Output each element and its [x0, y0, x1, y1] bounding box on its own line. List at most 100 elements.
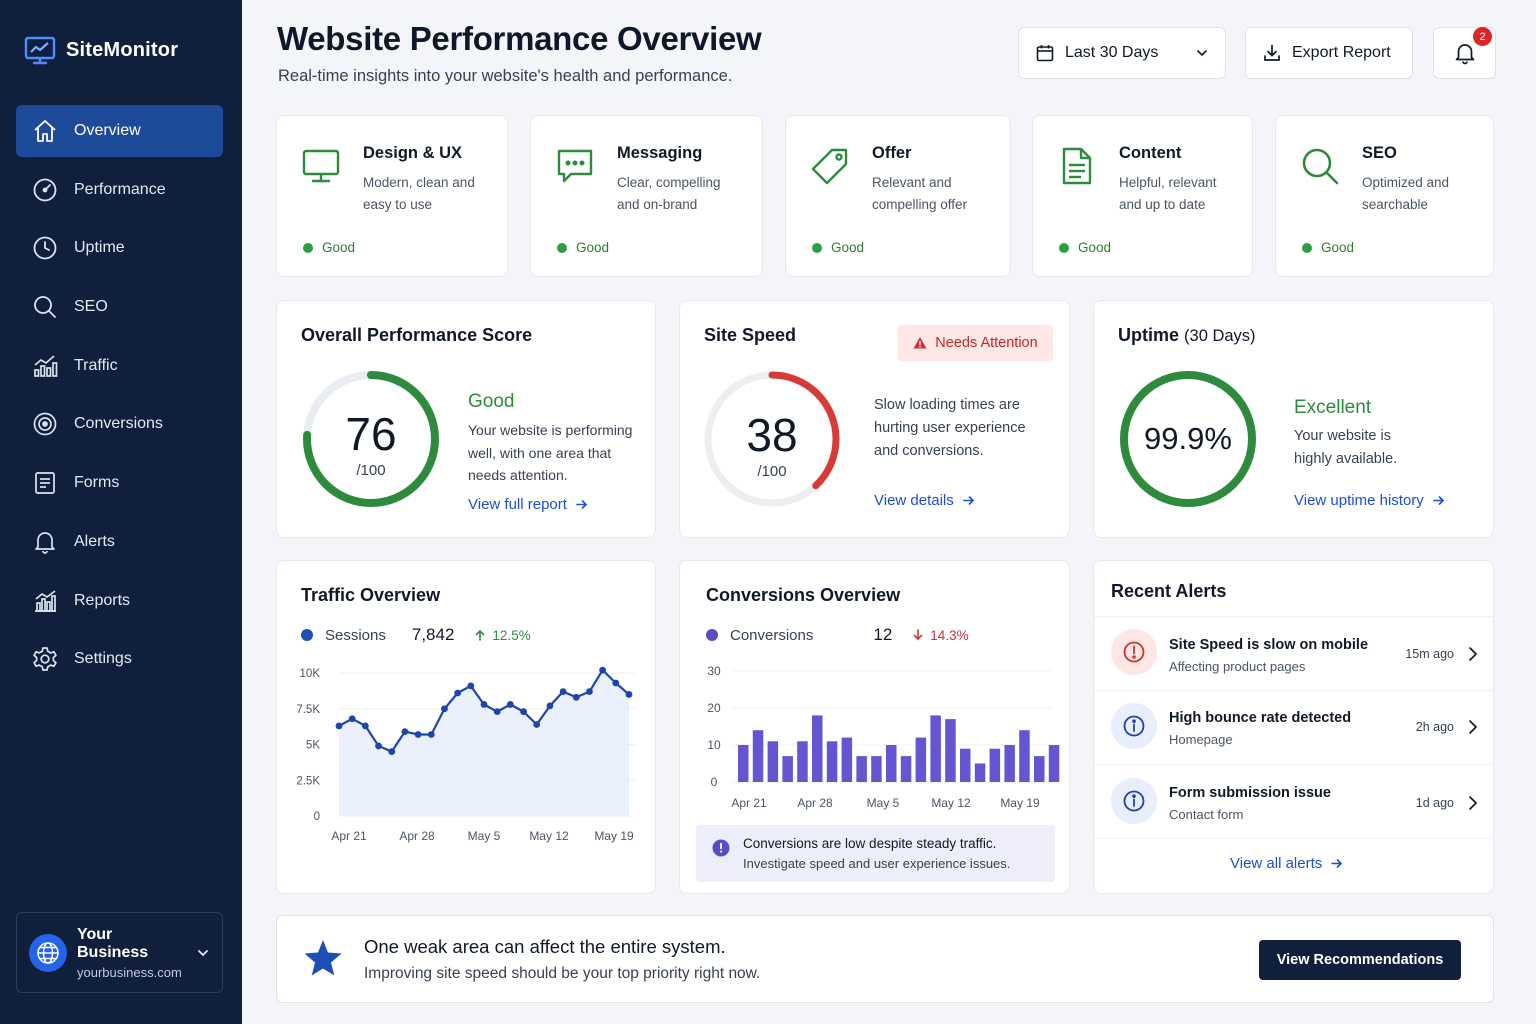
sidebar-item-forms[interactable]: Forms: [16, 457, 223, 509]
sidebar-item-seo[interactable]: SEO: [16, 281, 223, 333]
score-value: 76: [345, 408, 397, 460]
badge-text: Needs Attention: [935, 335, 1038, 351]
brand[interactable]: SiteMonitor: [24, 34, 178, 66]
notification-badge: 2: [1473, 27, 1492, 46]
alert-row-form-submission[interactable]: Form submission issue Contact form 1d ag…: [1094, 764, 1494, 838]
factor-desc: Clear, compelling and on-brand: [617, 175, 721, 212]
factor-card-seo[interactable]: SEO Optimized and searchable Good: [1275, 115, 1494, 277]
tag-icon: [810, 146, 850, 186]
speed-desc: Slow loading times are hurting user expe…: [874, 397, 1026, 459]
business-switcher[interactable]: Your Business yourbusiness.com: [16, 912, 223, 993]
sidebar-item-conversions[interactable]: Conversions: [16, 398, 223, 450]
uptime-period: (30 Days): [1184, 327, 1256, 345]
bell-icon: [32, 529, 58, 555]
bar: [1004, 745, 1015, 782]
bar: [782, 756, 793, 782]
bar: [960, 748, 971, 782]
chevron-right-icon: [1468, 646, 1478, 662]
data-point: [375, 742, 382, 750]
form-icon: [32, 470, 58, 496]
sidebar-item-alerts[interactable]: Alerts: [16, 516, 223, 568]
download-icon: [1262, 43, 1282, 63]
sidebar-item-reports[interactable]: Reports: [16, 575, 223, 627]
bar: [826, 741, 838, 782]
alert-row-site-speed[interactable]: Site Speed is slow on mobile Affecting p…: [1094, 616, 1494, 690]
x-tick-label: May 12: [529, 829, 569, 843]
sidebar-item-label: Overview: [74, 122, 141, 139]
sidebar: SiteMonitor Overview Performance Uptime …: [0, 0, 242, 1024]
alert-info-icon: [1111, 778, 1157, 824]
conversions-total: 12: [873, 625, 893, 644]
status-dot: [303, 242, 313, 253]
sessions-total: 7,842: [411, 625, 455, 644]
sidebar-item-overview[interactable]: Overview: [16, 105, 223, 157]
alert-title: Form submission issue: [1169, 785, 1331, 801]
view-all-alerts-link[interactable]: View all alerts: [1230, 855, 1343, 872]
bar: [1019, 730, 1030, 782]
notifications-button[interactable]: 2: [1433, 27, 1496, 79]
alert-title: High bounce rate detected: [1169, 710, 1352, 726]
sidebar-item-settings[interactable]: Settings: [16, 633, 223, 685]
date-range-select[interactable]: Last 30 Days: [1018, 27, 1226, 79]
view-details-link[interactable]: View details: [874, 492, 975, 509]
status-dot: [557, 242, 567, 253]
status-dot: [1302, 242, 1312, 253]
note-body: Investigate speed and user experience is…: [743, 856, 1011, 871]
y-tick-label: 10: [707, 738, 721, 752]
alert-title: Site Speed is slow on mobile: [1169, 637, 1369, 653]
view-recommendations-button[interactable]: View Recommendations: [1259, 940, 1461, 980]
factor-card-content[interactable]: Content Helpful, relevant and up to date…: [1032, 115, 1253, 277]
score-desc: Your website is performing well, with on…: [468, 422, 633, 483]
view-uptime-history-link[interactable]: View uptime history: [1294, 492, 1445, 509]
recommendation-banner: One weak area can affect the entire syst…: [276, 915, 1494, 1003]
x-tick-label: Apr 21: [331, 829, 367, 843]
sidebar-item-traffic[interactable]: Traffic: [16, 340, 223, 392]
sidebar-item-uptime[interactable]: Uptime: [16, 222, 223, 274]
data-point: [546, 702, 554, 710]
traffic-overview-card: Traffic Overview Sessions 7,842 12.5% 10…: [276, 560, 656, 894]
factor-card-offer[interactable]: Offer Relevant and compelling offer Good: [785, 115, 1011, 277]
status-badge: Good: [303, 240, 355, 255]
data-point: [467, 682, 475, 690]
uptime-card: Uptime (30 Days) 99.9% Excellent Your we…: [1093, 300, 1494, 538]
banner-subtitle: Improving site speed should be your top …: [364, 965, 761, 982]
factor-card-messaging[interactable]: Messaging Clear, compelling and on-brand…: [530, 115, 763, 277]
legend-dot: [706, 629, 718, 641]
sidebar-item-label: Forms: [74, 474, 120, 492]
y-tick-label: 0: [314, 811, 320, 823]
alert-info-icon: [1111, 703, 1157, 749]
search-icon: [32, 294, 58, 320]
x-tick-label: May 19: [594, 829, 634, 843]
change-value: 14.3%: [930, 627, 969, 643]
bar: [886, 745, 897, 782]
alert-row-bounce-rate[interactable]: High bounce rate detected Homepage 2h ag…: [1094, 690, 1494, 764]
factor-card-design[interactable]: Design & UX Modern, clean and easy to us…: [276, 115, 508, 277]
alert-time: 2h ago: [1415, 720, 1454, 734]
export-report-button[interactable]: Export Report: [1245, 27, 1413, 79]
chevron-down-icon: [196, 946, 210, 960]
sidebar-item-label: Conversions: [74, 415, 163, 433]
clock-icon: [32, 235, 58, 261]
traffic-chart: 10K 7.5K 5K 2.5K 0 Apr 21 Apr 28 May 5 May 12 May…: [296, 666, 635, 843]
gauge-icon: [32, 177, 58, 203]
page-title: Website Performance Overview: [277, 20, 762, 57]
sidebar-item-label: Settings: [74, 650, 132, 668]
card-title: Overall Performance Score: [301, 325, 533, 345]
data-point: [599, 666, 607, 674]
y-tick-label: 20: [707, 701, 721, 715]
uptime-gauge-arc: [1120, 371, 1256, 507]
view-full-report-link[interactable]: View full report: [468, 496, 588, 513]
bar: [871, 756, 882, 782]
search-icon: [1300, 146, 1340, 186]
site-speed-card: Site Speed Needs Attention 38 /100 Slow …: [679, 300, 1070, 538]
chevron-right-icon: [1468, 719, 1478, 735]
data-point: [361, 722, 369, 730]
uptime-desc: Your website is highly available.: [1294, 428, 1398, 467]
document-icon: [1057, 146, 1097, 186]
data-point: [441, 705, 448, 713]
conversions-chart: 30 20 10 0 Apr 21 Apr 28 May 5 May 12 May 19: [707, 664, 1060, 810]
score-gauge-arc: [303, 371, 439, 507]
sidebar-item-performance[interactable]: Performance: [16, 164, 223, 216]
bar: [1034, 756, 1045, 782]
speed-value: 38: [746, 409, 798, 461]
